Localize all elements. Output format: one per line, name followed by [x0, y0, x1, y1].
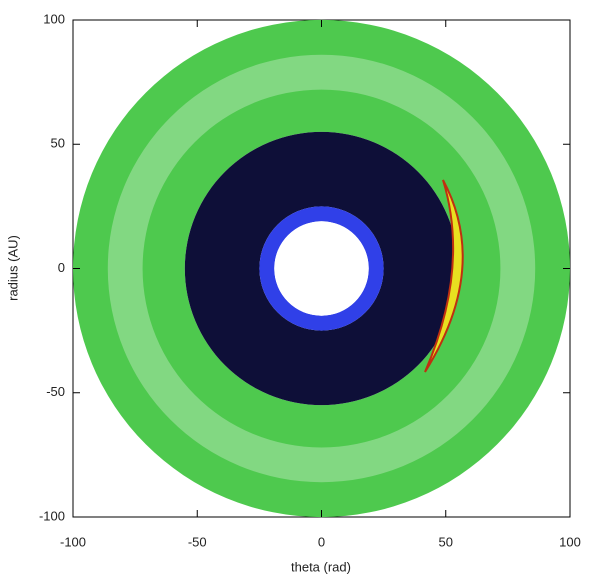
x-tick-label: -100 — [60, 534, 86, 549]
x-tick-label: 0 — [318, 534, 325, 549]
x-tick-label: -50 — [188, 534, 207, 549]
y-tick-label: 100 — [43, 11, 65, 26]
crescent-feature — [424, 179, 464, 373]
y-tick-label: -100 — [39, 508, 65, 523]
x-tick-label: 50 — [439, 534, 453, 549]
x-axis-label: theta (rad) — [291, 559, 351, 574]
ring — [274, 221, 369, 316]
y-tick-label: -50 — [46, 384, 65, 399]
y-tick-label: 0 — [58, 260, 65, 275]
x-tick-label: 100 — [559, 534, 581, 549]
disk — [72, 19, 571, 518]
ring — [184, 131, 459, 406]
y-tick-label: 50 — [51, 136, 65, 151]
ring — [72, 19, 571, 518]
y-axis-label: radius (AU) — [5, 235, 20, 301]
